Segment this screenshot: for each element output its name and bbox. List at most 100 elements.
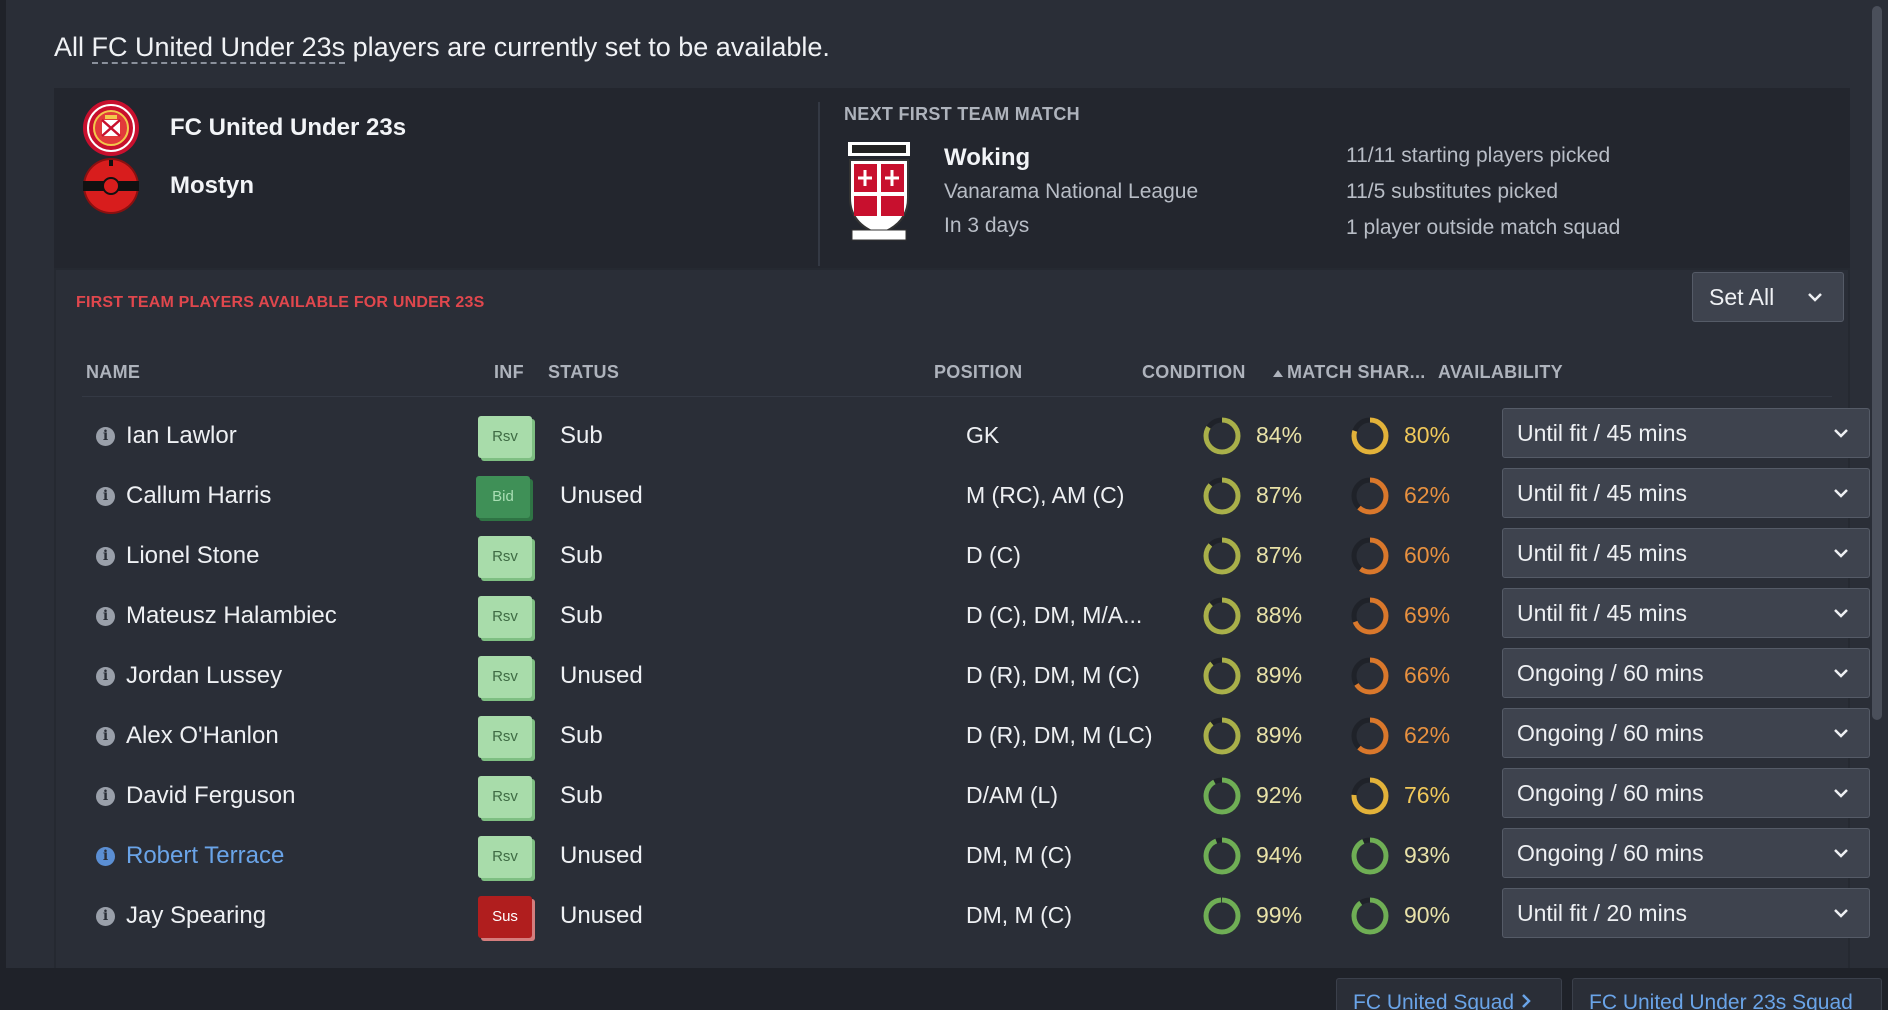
info-icon[interactable] xyxy=(96,487,115,506)
player-row[interactable]: Callum Harris Bid Unused M (RC), AM (C) 87% 6… xyxy=(82,466,1870,526)
player-status: Sub xyxy=(560,782,603,809)
fc-united-crest-icon xyxy=(83,100,139,156)
club-row-under23[interactable]: FC United Under 23s xyxy=(82,99,406,157)
availability-message: All FC United Under 23s players are curr… xyxy=(54,32,830,64)
condition-value: 89% xyxy=(1256,722,1303,748)
column-header-position[interactable]: POSITION xyxy=(934,362,1023,382)
sharpness-ring-icon xyxy=(1351,897,1389,935)
intro-suffix: players are currently set to be availabl… xyxy=(345,32,830,62)
sharpness-ring-icon xyxy=(1351,597,1389,635)
availability-dropdown[interactable]: Ongoing / 60 mins xyxy=(1502,828,1870,878)
player-row[interactable]: Mateusz Halambiec Rsv Sub D (C), DM, M/A...… xyxy=(82,586,1870,646)
availability-value: Until fit / 20 mins xyxy=(1517,900,1687,926)
condition-ring-icon xyxy=(1203,777,1241,815)
sharpness-value: 66% xyxy=(1404,662,1451,688)
player-name[interactable]: Alex O'Hanlon xyxy=(126,722,279,749)
player-name[interactable]: Ian Lawlor xyxy=(126,422,237,449)
opponent-name[interactable]: Woking xyxy=(944,144,1031,171)
availability-dropdown[interactable]: Ongoing / 60 mins xyxy=(1502,768,1870,818)
condition-value: 99% xyxy=(1256,902,1303,928)
chevron-right-icon xyxy=(1522,994,1531,1008)
sharpness-ring-icon xyxy=(1351,537,1389,575)
info-icon[interactable] xyxy=(96,427,115,446)
inf-badge: Rsv xyxy=(478,656,532,698)
player-row[interactable]: Alex O'Hanlon Rsv Sub D (R), DM, M (LC) 89% 6… xyxy=(82,706,1870,766)
player-name[interactable]: Mateusz Halambiec xyxy=(126,602,337,629)
column-header-status[interactable]: STATUS xyxy=(548,362,620,382)
availability-value: Until fit / 45 mins xyxy=(1517,600,1687,626)
availability-dropdown[interactable]: Until fit / 45 mins xyxy=(1502,588,1870,638)
chevron-down-icon xyxy=(1834,609,1848,618)
sharpness-value: 62% xyxy=(1404,722,1451,748)
column-header-condition[interactable]: CONDITION xyxy=(1142,362,1246,382)
column-header-name[interactable]: NAME xyxy=(86,362,141,382)
availability-dropdown[interactable]: Ongoing / 60 mins xyxy=(1502,708,1870,758)
info-icon[interactable] xyxy=(96,667,115,686)
club-name[interactable]: Mostyn xyxy=(170,172,254,199)
player-status: Unused xyxy=(560,482,643,509)
info-icon[interactable] xyxy=(96,787,115,806)
player-position: D (R), DM, M (LC) xyxy=(966,722,1153,748)
sharpness-value: 93% xyxy=(1404,842,1451,868)
player-name[interactable]: Callum Harris xyxy=(126,482,272,509)
info-icon[interactable] xyxy=(96,607,115,626)
info-icon[interactable] xyxy=(96,547,115,566)
player-row[interactable]: Lionel Stone Rsv Sub D (C) 87% 60% Until fit /… xyxy=(82,526,1870,586)
inf-badge: Rsv xyxy=(478,416,532,458)
player-status: Sub xyxy=(560,722,603,749)
sharpness-ring-icon xyxy=(1351,777,1389,815)
player-position: D/AM (L) xyxy=(966,782,1058,808)
player-row[interactable]: Ian Lawlor Rsv Sub GK 84% 80% Until fit / 45 m… xyxy=(82,406,1870,466)
set-all-dropdown[interactable]: Set All xyxy=(1692,272,1844,322)
nav-label: FC United Under 23s Squad xyxy=(1589,991,1853,1010)
player-status: Sub xyxy=(560,422,603,449)
availability-value: Ongoing / 60 mins xyxy=(1517,660,1704,686)
availability-dropdown[interactable]: Until fit / 20 mins xyxy=(1502,888,1870,938)
header-divider xyxy=(82,396,1832,397)
nav-label: FC United Squad xyxy=(1353,991,1515,1010)
club-row-mostyn[interactable]: Mostyn xyxy=(82,157,254,215)
competition-name[interactable]: Vanarama National League xyxy=(944,180,1199,203)
player-row[interactable]: Jay Spearing Sus Unused DM, M (C) 99% 90% Unti… xyxy=(82,886,1870,946)
condition-value: 84% xyxy=(1256,422,1303,448)
availability-dropdown[interactable]: Until fit / 45 mins xyxy=(1502,468,1870,518)
scrollbar-track[interactable] xyxy=(1866,0,1888,968)
info-icon[interactable] xyxy=(96,907,115,926)
info-icon[interactable] xyxy=(96,727,115,746)
sharpness-ring-icon xyxy=(1351,717,1389,755)
player-row[interactable]: Robert Terrace Rsv Unused DM, M (C) 94% 93% On… xyxy=(82,826,1870,886)
column-header-availability[interactable]: AVAILABILITY xyxy=(1438,362,1563,382)
player-name[interactable]: David Ferguson xyxy=(126,782,296,809)
availability-dropdown[interactable]: Ongoing / 60 mins xyxy=(1502,648,1870,698)
fc-united-squad-button[interactable]: FC United Squad xyxy=(1336,978,1562,1010)
condition-value: 89% xyxy=(1256,662,1303,688)
player-name[interactable]: Jay Spearing xyxy=(126,902,267,929)
chevron-down-icon xyxy=(1834,669,1848,678)
player-row[interactable]: David Ferguson Rsv Sub D/AM (L) 92% 76% Ongoin… xyxy=(82,766,1870,826)
scrollbar-thumb[interactable] xyxy=(1872,6,1882,720)
column-header-inf[interactable]: INF xyxy=(494,362,524,382)
availability-value: Ongoing / 60 mins xyxy=(1517,840,1704,866)
chevron-down-icon xyxy=(1834,429,1848,438)
player-position: DM, M (C) xyxy=(966,842,1073,868)
sharpness-value: 69% xyxy=(1404,602,1451,628)
player-name[interactable]: Robert Terrace xyxy=(126,842,285,869)
match-info-section: FC United Under 23s Mostyn NEXT FIRST TE… xyxy=(54,88,1850,268)
player-name[interactable]: Jordan Lussey xyxy=(126,662,283,689)
column-header-match-sharpness[interactable]: MATCH SHAR... xyxy=(1272,362,1426,383)
player-row[interactable]: Jordan Lussey Rsv Unused D (R), DM, M (C) 89… xyxy=(82,646,1870,706)
availability-dropdown[interactable]: Until fit / 45 mins xyxy=(1502,528,1870,578)
player-status: Unused xyxy=(560,842,643,869)
availability-dropdown[interactable]: Until fit / 45 mins xyxy=(1502,408,1870,458)
sharpness-ring-icon xyxy=(1351,657,1389,695)
player-name[interactable]: Lionel Stone xyxy=(126,542,260,569)
under23s-squad-button[interactable]: FC United Under 23s Squad xyxy=(1572,978,1882,1010)
player-status: Sub xyxy=(560,542,603,569)
condition-ring-icon xyxy=(1203,537,1241,575)
info-icon[interactable] xyxy=(96,847,115,866)
condition-ring-icon xyxy=(1203,717,1241,755)
condition-value: 88% xyxy=(1256,602,1303,628)
inf-badge: Bid xyxy=(476,476,530,518)
team-link[interactable]: FC United Under 23s xyxy=(91,32,346,64)
club-name[interactable]: FC United Under 23s xyxy=(170,114,407,141)
